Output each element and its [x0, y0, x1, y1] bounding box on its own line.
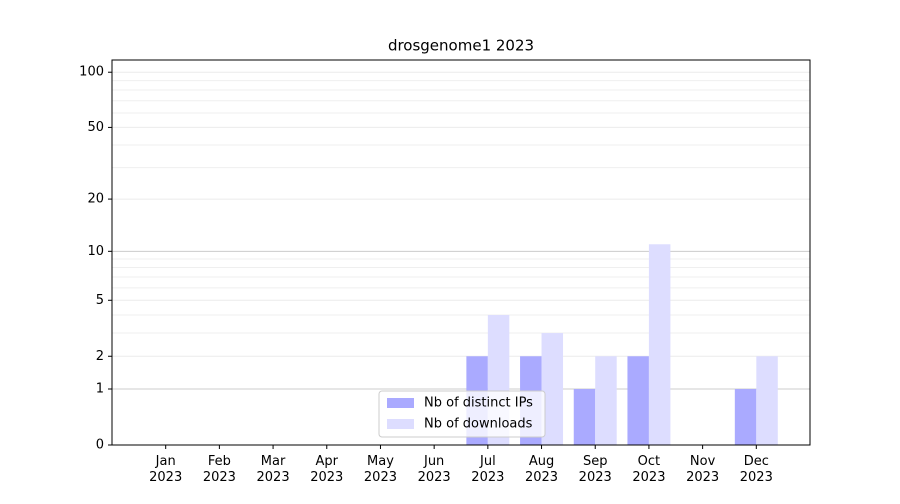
- bar: [573, 389, 596, 445]
- bar: [734, 389, 757, 445]
- x-tick-label: Feb 2023: [203, 454, 236, 485]
- legend-box: [378, 390, 546, 438]
- x-tick-label: Jun 2023: [418, 454, 451, 485]
- x-tick-label: Mar 2023: [257, 454, 290, 485]
- bar: [541, 333, 564, 445]
- legend-swatch: [387, 398, 414, 408]
- bar: [648, 244, 671, 445]
- x-tick-label: Oct 2023: [632, 454, 665, 485]
- y-tick-label: 0: [96, 438, 104, 453]
- x-tick-label: Dec 2023: [740, 454, 773, 485]
- x-tick-label: Nov 2023: [686, 454, 719, 485]
- x-tick-label: Apr 2023: [310, 454, 343, 485]
- x-tick-label: Aug 2023: [525, 454, 558, 485]
- y-tick-label: 100: [79, 65, 104, 80]
- y-tick-label: 50: [87, 120, 104, 135]
- chart-title: drosgenome1 2023: [388, 37, 534, 55]
- bar: [627, 356, 649, 445]
- x-tick-label: Sep 2023: [579, 454, 612, 485]
- x-tick-label: Jan 2023: [149, 454, 182, 485]
- bar: [756, 356, 778, 445]
- legend-swatch: [387, 419, 414, 429]
- bar: [595, 356, 617, 445]
- plot-frame: [111, 59, 811, 446]
- x-tick-label: Jul 2023: [471, 454, 504, 485]
- y-tick-label: 10: [87, 244, 104, 259]
- y-tick-label: 2: [96, 349, 104, 364]
- x-tick-label: May 2023: [364, 454, 397, 485]
- legend-label: Nb of distinct IPs: [424, 396, 533, 411]
- y-tick-label: 1: [96, 382, 104, 397]
- y-tick-label: 5: [96, 293, 104, 308]
- legend-label: Nb of downloads: [424, 417, 533, 432]
- y-tick-label: 20: [87, 192, 104, 207]
